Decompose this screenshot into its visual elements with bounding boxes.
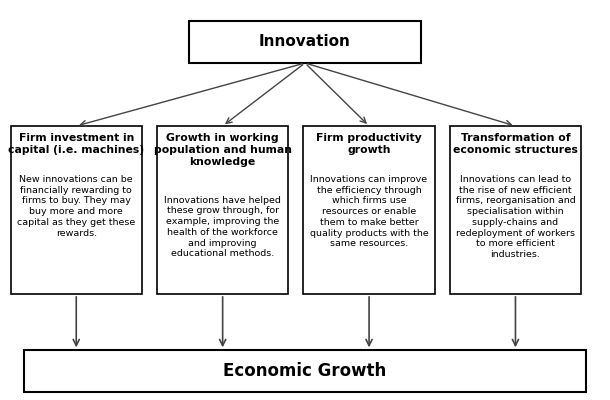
Text: Innovations can improve
the efficiency through
which firms use
resources or enab: Innovations can improve the efficiency t… [310,175,428,248]
Text: Innovation: Innovation [259,34,351,50]
Text: Growth in working
population and human
knowledge: Growth in working population and human k… [154,133,292,167]
Text: Firm productivity
growth: Firm productivity growth [316,133,422,155]
Bar [157,126,289,294]
Text: Transformation of
economic structures: Transformation of economic structures [453,133,578,155]
Bar [189,21,421,63]
Text: Firm investment in
capital (i.e. machines): Firm investment in capital (i.e. machine… [8,133,145,155]
Text: Innovations can lead to
the rise of new efficient
firms, reorganisation and
spec: Innovations can lead to the rise of new … [456,175,575,259]
Text: Innovations have helped
these grow through, for
example, improving the
health of: Innovations have helped these grow throu… [164,196,281,258]
Text: Economic Growth: Economic Growth [223,362,387,380]
Bar [11,126,142,294]
Text: New innovations can be
financially rewarding to
firms to buy. They may
buy more : New innovations can be financially rewar… [17,175,135,238]
Bar [24,350,586,392]
Bar [304,126,434,294]
Bar [450,126,581,294]
